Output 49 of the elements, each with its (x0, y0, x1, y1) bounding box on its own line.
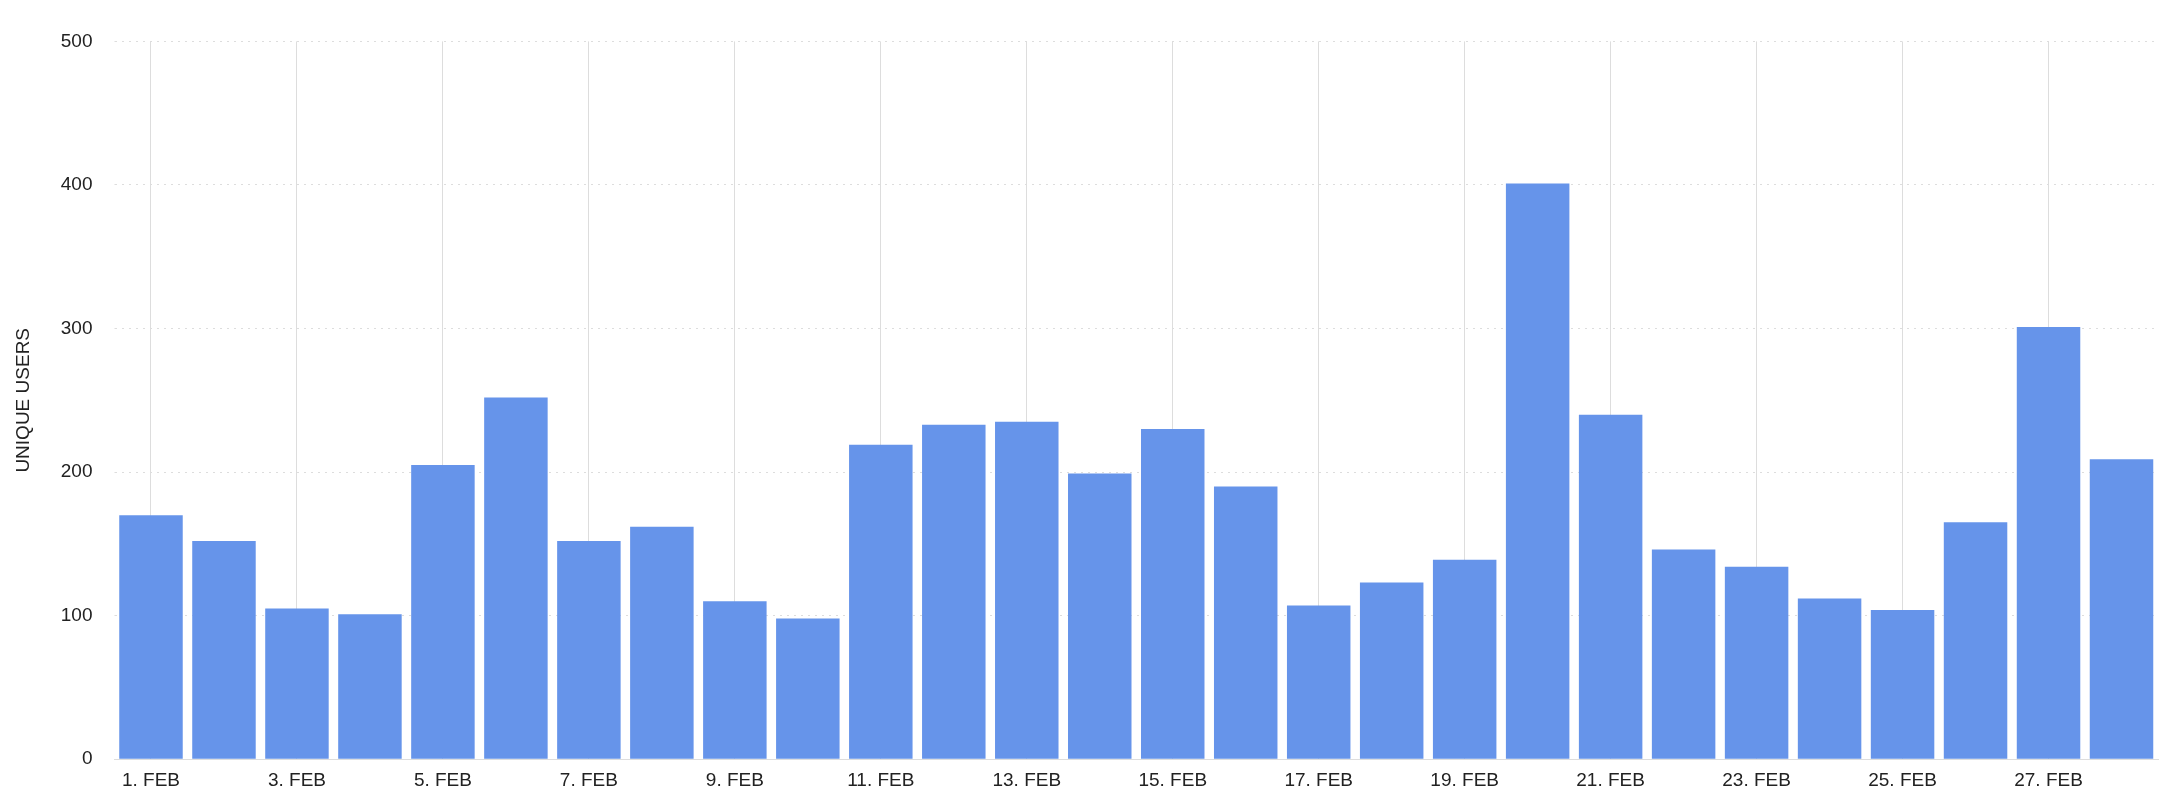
bar (922, 424, 986, 759)
bar (1505, 183, 1570, 759)
bar (484, 397, 548, 759)
bar (1359, 582, 1424, 759)
y-tick-label: 500 (60, 29, 93, 51)
bar (192, 540, 256, 759)
bar (1943, 522, 2008, 759)
bar (2089, 459, 2154, 759)
x-tick-label: 1. FEB (121, 768, 181, 790)
x-tick-label: 15. FEB (1138, 768, 1208, 790)
x-tick-label: 5. FEB (413, 768, 472, 790)
bar (1286, 605, 1351, 759)
x-tick-label: 17. FEB (1284, 768, 1354, 790)
x-tick-label: 9. FEB (705, 768, 764, 790)
x-tick-label: 25. FEB (1868, 768, 1937, 790)
y-axis-title: UNIQUE USERS (11, 327, 33, 473)
bar (411, 464, 475, 759)
bar (1578, 414, 1643, 759)
y-tick-label: 200 (60, 460, 93, 482)
y-tick-label: 300 (60, 316, 93, 338)
bar (776, 618, 840, 759)
bar (338, 614, 402, 759)
x-tick-label: 3. FEB (267, 768, 326, 790)
bar (1870, 609, 1935, 759)
bar (2016, 327, 2081, 759)
bar (849, 444, 913, 759)
x-tick-label: 27. FEB (2014, 768, 2083, 790)
bar (995, 421, 1059, 759)
bar (557, 540, 621, 759)
y-tick-label: 100 (60, 603, 93, 625)
x-tick-label: 23. FEB (1722, 768, 1791, 790)
bar (703, 601, 767, 759)
bar (1068, 473, 1132, 759)
x-tick-label: 21. FEB (1576, 768, 1645, 790)
bar (1432, 559, 1497, 759)
bar (1213, 486, 1278, 759)
bar (265, 608, 329, 759)
x-tick-label: 19. FEB (1430, 768, 1499, 790)
y-tick-label: 400 (60, 173, 93, 195)
bar (1651, 549, 1716, 759)
bar (1724, 566, 1789, 759)
bar (630, 526, 694, 759)
x-tick-label: 11. FEB (847, 768, 915, 790)
bar (119, 515, 183, 759)
bar (1140, 429, 1205, 759)
bar (1797, 598, 1862, 759)
x-tick-label: 13. FEB (992, 768, 1062, 790)
y-tick-label: 0 (81, 747, 93, 769)
x-tick-label: 7. FEB (559, 768, 618, 790)
